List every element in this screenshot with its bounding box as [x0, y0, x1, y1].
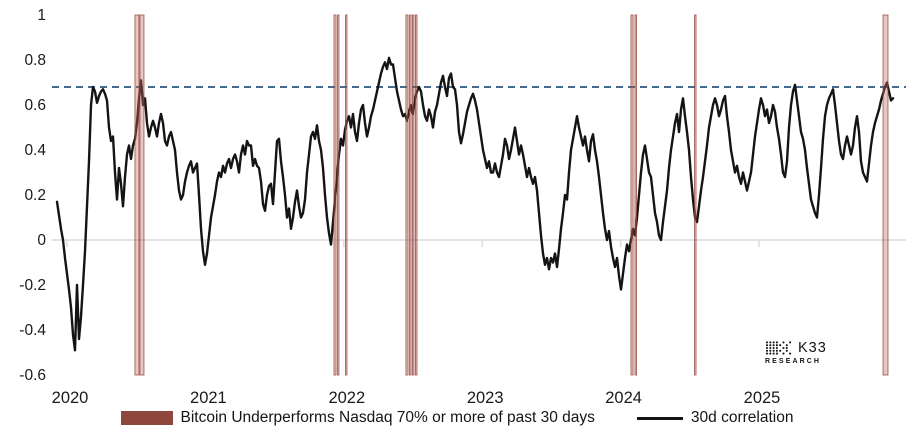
- logo-dot: [789, 352, 792, 355]
- logo-dot: [789, 341, 792, 344]
- logo-dot: [765, 346, 769, 350]
- correlation-line: [55, 56, 895, 352]
- legend-item-correlation: 30d correlation: [636, 409, 794, 427]
- logo-dot: [772, 352, 775, 355]
- underperformance-band: [634, 14, 637, 376]
- legend-label-correlation: 30d correlation: [690, 409, 794, 426]
- logo-dot: [772, 346, 775, 350]
- logo-dot: [785, 344, 788, 347]
- logo-dot: [775, 352, 778, 355]
- line-swatch-icon: [636, 416, 683, 420]
- logo-dot: [785, 346, 788, 350]
- x-axis-label: 2020: [52, 389, 89, 407]
- y-axis-label: 1: [37, 7, 46, 24]
- x-axis-label: 2024: [605, 389, 642, 407]
- y-axis-label: 0.6: [24, 97, 46, 114]
- y-axis-label: -0.6: [19, 367, 46, 384]
- x-axis-label: 2021: [190, 389, 227, 407]
- underperformance-band: [882, 14, 889, 376]
- legend-label-underperformance: Bitcoin Underperforms Nasdaq 70% or more…: [180, 409, 595, 426]
- x-axis-label: 2022: [328, 389, 365, 407]
- band-swatch-icon: [120, 411, 173, 425]
- logo-dot: [765, 349, 769, 352]
- logo-dot: [765, 352, 769, 355]
- k33-logo-subtext: RESEARCH: [765, 358, 822, 365]
- underperformance-band: [630, 14, 634, 376]
- logo-dot: [785, 349, 788, 352]
- underperformance-band: [409, 14, 412, 376]
- x-axis-label: 2025: [744, 389, 781, 407]
- underperformance-band: [337, 14, 340, 376]
- logo-dot: [772, 349, 775, 352]
- logo-dot: [775, 344, 778, 347]
- underperformance-band: [694, 14, 697, 376]
- underperformance-band: [333, 14, 337, 376]
- logo-dot: [769, 349, 772, 352]
- logo-dot: [775, 349, 778, 352]
- underperformance-band: [134, 14, 140, 376]
- y-axis-label: -0.2: [19, 277, 46, 294]
- y-axis-label: -0.4: [19, 322, 46, 339]
- logo-dot: [765, 344, 769, 347]
- x-axis-label: 2023: [467, 389, 504, 407]
- logo-dot: [769, 352, 772, 355]
- logo-dot: [782, 346, 785, 350]
- logo-dot: [772, 341, 775, 344]
- underperformance-band: [405, 14, 409, 376]
- underperformance-band: [139, 14, 145, 376]
- logo-dot: [769, 344, 772, 347]
- underperformance-band: [415, 14, 418, 376]
- logo-dot: [779, 344, 782, 347]
- logo-dot: [775, 341, 778, 344]
- y-axis-label: 0.2: [24, 187, 46, 204]
- logo-dot: [772, 344, 775, 347]
- k33-research-logo: K33 RESEARCH: [765, 340, 865, 365]
- logo-dot: [782, 352, 785, 355]
- underperformance-band: [411, 14, 415, 376]
- underperformance-band: [345, 14, 348, 376]
- logo-dot: [765, 341, 769, 344]
- chart-legend: Bitcoin Underperforms Nasdaq 70% or more…: [0, 409, 914, 427]
- k33-logo-dots-icon: [765, 341, 792, 355]
- legend-item-underperformance: Bitcoin Underperforms Nasdaq 70% or more…: [120, 409, 595, 427]
- chart-canvas: 1 0.8 0.6 0.4 0.2 0 -0.2 -0.4 -0.6 2020 2021 2022 20…: [19, 7, 906, 407]
- y-axis-label: 0: [37, 232, 46, 249]
- k33-logo-text: K33: [798, 339, 827, 356]
- logo-dot: [779, 349, 782, 352]
- logo-dot: [769, 346, 772, 350]
- logo-dot: [782, 341, 785, 344]
- logo-dot: [769, 341, 772, 344]
- logo-dot: [775, 346, 778, 350]
- y-axis-label: 0.4: [24, 142, 46, 159]
- y-axis-label: 0.8: [24, 52, 46, 69]
